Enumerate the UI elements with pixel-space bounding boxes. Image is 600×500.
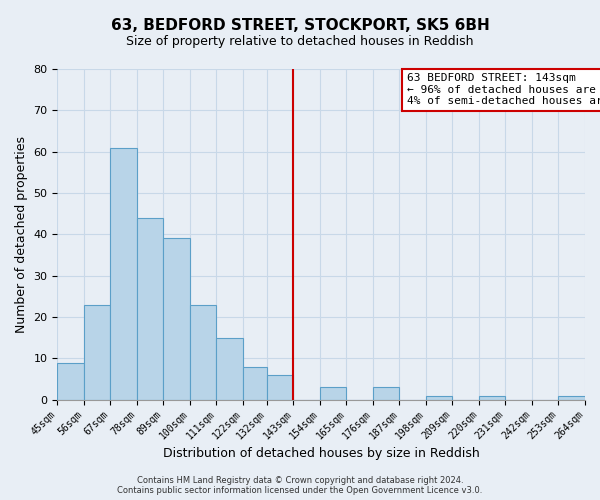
- Y-axis label: Number of detached properties: Number of detached properties: [15, 136, 28, 333]
- Bar: [110, 148, 137, 400]
- Text: 63 BEDFORD STREET: 143sqm
← 96% of detached houses are smaller (224)
4% of semi-: 63 BEDFORD STREET: 143sqm ← 96% of detac…: [407, 73, 600, 106]
- Bar: [190, 304, 217, 400]
- Bar: [373, 388, 400, 400]
- Bar: [243, 366, 267, 400]
- Bar: [137, 218, 163, 400]
- Text: Size of property relative to detached houses in Reddish: Size of property relative to detached ho…: [126, 35, 474, 48]
- Bar: [217, 338, 243, 400]
- Bar: [426, 396, 452, 400]
- Bar: [84, 304, 110, 400]
- Bar: [58, 362, 84, 400]
- Text: 63, BEDFORD STREET, STOCKPORT, SK5 6BH: 63, BEDFORD STREET, STOCKPORT, SK5 6BH: [110, 18, 490, 32]
- Bar: [320, 388, 346, 400]
- Bar: [163, 238, 190, 400]
- Bar: [559, 396, 585, 400]
- Text: Contains HM Land Registry data © Crown copyright and database right 2024.
Contai: Contains HM Land Registry data © Crown c…: [118, 476, 482, 495]
- Bar: [267, 375, 293, 400]
- X-axis label: Distribution of detached houses by size in Reddish: Distribution of detached houses by size …: [163, 447, 479, 460]
- Bar: [479, 396, 505, 400]
